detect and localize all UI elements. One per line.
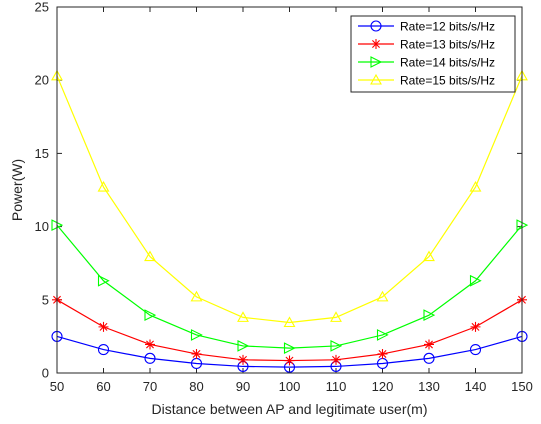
data-point: [98, 321, 109, 332]
data-point: [330, 340, 343, 352]
y-tick-label: 10: [35, 219, 49, 234]
y-tick-label: 20: [35, 73, 49, 88]
data-point: [469, 180, 482, 192]
data-point: [190, 290, 203, 302]
data-point: [376, 329, 389, 341]
data-point: [331, 354, 341, 365]
legend-label: Rate=14 bits/s/Hz: [400, 56, 495, 70]
x-tick-label: 50: [50, 379, 64, 394]
legend-marker: [370, 56, 383, 68]
series-line: [56, 75, 523, 324]
data-point: [97, 274, 110, 287]
legend-label: Rate=15 bits/s/Hz: [400, 74, 495, 88]
y-tick-label: 25: [35, 0, 49, 15]
data-point: [144, 309, 157, 322]
data-point: [144, 352, 156, 364]
data-point: [470, 321, 481, 332]
series-line: [56, 224, 523, 349]
data-point: [144, 250, 156, 262]
legend: Rate=12 bits/s/Hz Rate=13 bits/s/Hz Rate=1…: [350, 15, 516, 93]
legend-label: Rate=12 bits/s/Hz: [400, 20, 495, 34]
x-tick-label: 90: [236, 379, 250, 394]
x-tick-label: 110: [326, 379, 347, 394]
y-tick-label: 15: [35, 146, 49, 161]
data-point: [145, 339, 155, 350]
legend-label: Rate=13 bits/s/Hz: [400, 38, 495, 52]
data-point: [376, 290, 389, 302]
data-point: [97, 344, 110, 356]
data-point: [190, 329, 203, 341]
data-point: [469, 274, 482, 287]
data-point: [469, 344, 482, 356]
x-tick-label: 140: [465, 379, 487, 394]
legend-item: Rate=13 bits/s/Hz: [358, 38, 495, 52]
x-tick-label: 120: [372, 379, 394, 394]
series-line: [56, 335, 523, 368]
data-point: [424, 339, 434, 350]
x-tick-label: 150: [511, 379, 533, 394]
data-point: [423, 309, 436, 322]
x-tick-label: 80: [189, 379, 203, 394]
legend-items: Rate=12 bits/s/Hz Rate=13 bits/s/Hz Rate=1…: [358, 20, 495, 88]
y-tick-label: 0: [42, 366, 49, 381]
data-point: [97, 180, 110, 192]
data-point: [238, 354, 248, 365]
series-4: [51, 69, 528, 328]
legend-item: Rate=15 bits/s/Hz: [358, 74, 495, 88]
x-tick-label: 60: [96, 379, 110, 394]
y-tick-label: 5: [42, 292, 49, 307]
data-point: [283, 316, 296, 328]
data-point: [283, 342, 296, 355]
x-tick-label: 130: [418, 379, 440, 394]
axes-box: [56, 6, 523, 374]
x-tick-label: 70: [143, 379, 157, 394]
series-layer: [51, 69, 529, 373]
legend-marker: [370, 73, 382, 85]
data-point: [284, 355, 295, 366]
data-point: [377, 348, 388, 359]
ticks-layer: 50 60 70 80 90 100 110 120 130 140 150 0 5 10 15 20 25: [35, 0, 533, 394]
legend-item: Rate=12 bits/s/Hz: [358, 20, 495, 34]
data-point: [237, 340, 250, 352]
data-point: [423, 250, 435, 262]
data-point: [423, 352, 435, 364]
data-point: [237, 311, 249, 322]
x-axis-label: Distance between AP and legitimate user(…: [152, 401, 428, 417]
x-tick-label: 100: [279, 379, 301, 394]
y-axis-label: Power(W): [9, 159, 25, 221]
data-point: [191, 348, 202, 359]
legend-marker: [371, 39, 381, 49]
data-point: [330, 311, 342, 322]
legend-item: Rate=14 bits/s/Hz: [358, 56, 495, 70]
legend-marker: [370, 20, 382, 32]
